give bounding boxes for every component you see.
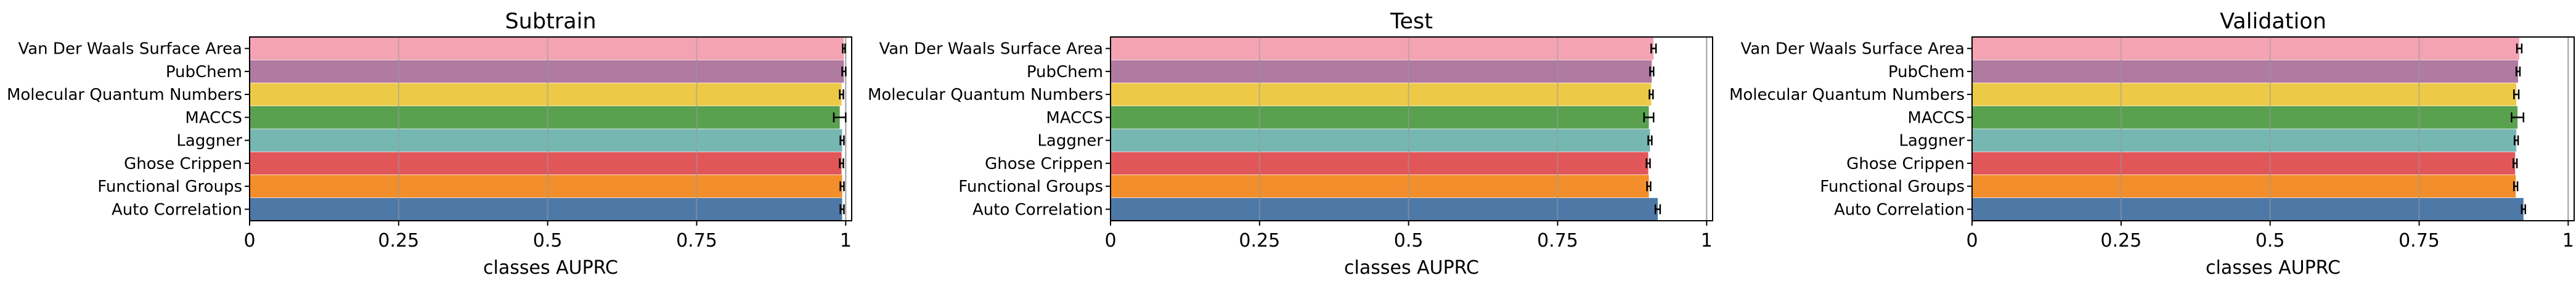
x-tick-label: 0.5 (533, 230, 563, 252)
bar (1972, 37, 2520, 60)
y-tick-label: Van Der Waals Surface Area (879, 40, 1103, 59)
x-tick-label: 0.5 (1394, 230, 1424, 252)
y-tick-label: Van Der Waals Surface Area (1740, 40, 1965, 59)
y-tick-label: PubChem (166, 63, 242, 81)
y-tick-label: PubChem (1888, 63, 1965, 81)
x-tick-label: 0.25 (1239, 230, 1280, 252)
axes-frame (249, 36, 852, 221)
chart-panel-test: Test Van Der Waals Surface Area PubChem Mol… (868, 9, 1713, 279)
bar (250, 174, 842, 198)
x-tick-label: 0 (1104, 230, 1116, 252)
y-tick-label: Functional Groups (958, 178, 1103, 196)
x-tick-label: 0.75 (1537, 230, 1578, 252)
chart-title: Test (1390, 9, 1433, 34)
chart-panel-validation: Validation Van Der Waals Surface Area PubC… (1729, 9, 2575, 279)
y-tick-label: Auto Correlation (972, 200, 1103, 219)
y-tick-label: Molecular Quantum Numbers (868, 86, 1103, 104)
x-axis-label: classes AUPRC (1344, 257, 1479, 279)
y-tick-label: Laggner (1899, 132, 1965, 150)
bar (250, 106, 840, 129)
bar (250, 152, 842, 175)
bar (1111, 83, 1652, 106)
axes-frame (1971, 36, 2575, 221)
bar (1111, 106, 1649, 129)
bar (1972, 60, 2519, 83)
y-tick-label: Auto Correlation (112, 200, 242, 219)
x-tick-label: 0.75 (676, 230, 717, 252)
y-tick-label: Functional Groups (1820, 178, 1965, 196)
bar (250, 198, 842, 221)
y-tick-label: Laggner (1037, 132, 1103, 150)
bar (250, 60, 844, 83)
chart-title: Validation (2220, 9, 2326, 34)
bar (1111, 198, 1658, 221)
x-tick-label: 0.25 (2100, 230, 2142, 252)
y-tick-label: Laggner (176, 132, 242, 150)
y-tick-label: Van Der Waals Surface Area (18, 40, 242, 59)
x-axis-label: classes AUPRC (483, 257, 618, 279)
bar (1111, 129, 1650, 152)
bar (1111, 37, 1654, 60)
bar (1972, 83, 2517, 106)
y-tick-label: Ghose Crippen (124, 155, 242, 173)
chart-panel-subtrain: Subtrain Van Der Waals Surface Area PubChe… (7, 9, 852, 279)
y-tick-label: Functional Groups (97, 178, 242, 196)
bar (1111, 152, 1649, 175)
bar (1111, 174, 1649, 198)
y-tick-label: MACCS (1046, 109, 1103, 127)
bar (250, 83, 842, 106)
x-tick-label: 0 (243, 230, 255, 252)
x-tick-label: 0.75 (2399, 230, 2440, 252)
bar (250, 129, 842, 152)
y-tick-label: Molecular Quantum Numbers (1729, 86, 1965, 104)
y-tick-label: PubChem (1027, 63, 1103, 81)
y-tick-label: Auto Correlation (1834, 200, 1965, 219)
bar (1972, 174, 2516, 198)
axes-frame (1110, 36, 1713, 221)
bar (1972, 106, 2518, 129)
chart-title: Subtrain (505, 9, 596, 34)
y-tick-label: Molecular Quantum Numbers (7, 86, 242, 104)
y-tick-label: Ghose Crippen (985, 155, 1103, 173)
bar (1972, 152, 2516, 175)
x-tick-label: 0 (1966, 230, 1978, 252)
x-tick-label: 0.5 (2256, 230, 2285, 252)
x-tick-label: 0.25 (378, 230, 419, 252)
bar (1972, 129, 2517, 152)
x-tick-label: 1 (2562, 230, 2574, 252)
y-tick-label: MACCS (185, 109, 242, 127)
x-axis-label: classes AUPRC (2206, 257, 2341, 279)
bar (1111, 60, 1652, 83)
bar (250, 37, 844, 60)
y-tick-label: Ghose Crippen (1846, 155, 1965, 173)
bar (1972, 198, 2524, 221)
x-tick-label: 1 (840, 230, 852, 252)
x-tick-label: 1 (1701, 230, 1713, 252)
y-tick-label: MACCS (1907, 109, 1965, 127)
